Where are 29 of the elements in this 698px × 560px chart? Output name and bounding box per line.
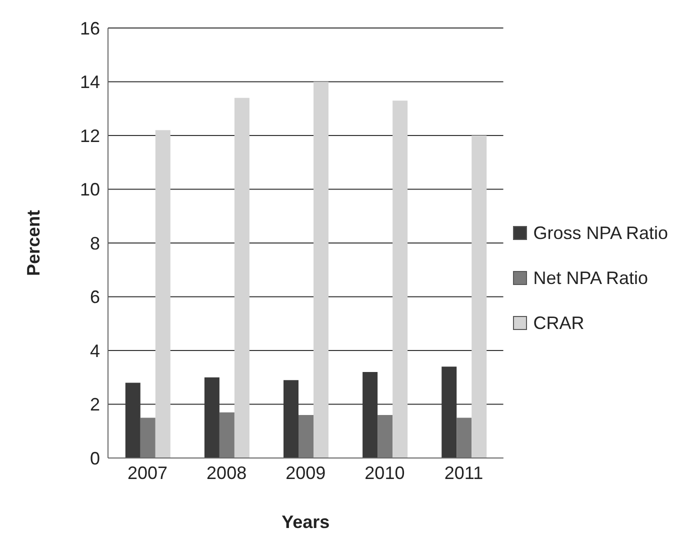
y-tick-label: 2 [90, 394, 100, 415]
bar [234, 98, 250, 458]
bar [472, 136, 487, 458]
y-tick-label: 8 [90, 233, 100, 254]
x-tick-label: 2011 [444, 462, 484, 483]
y-tick-label: 14 [80, 72, 100, 92]
bar [456, 418, 472, 458]
y-tick-label: 6 [90, 287, 100, 308]
x-axis-title: Years [282, 512, 330, 532]
y-tick-label: 10 [80, 180, 100, 200]
x-tick-label: 2009 [286, 462, 326, 483]
bar [378, 415, 393, 458]
x-tick-label: 2007 [128, 462, 168, 483]
bar [392, 100, 408, 458]
bar [298, 415, 314, 458]
bar [314, 82, 329, 458]
legend-label: CRAR [533, 312, 584, 334]
y-tick-label: 16 [80, 18, 100, 38]
bar [155, 130, 170, 458]
y-tick-label: 12 [80, 126, 100, 146]
x-tick-label: 2008 [206, 462, 247, 483]
x-tick-label: 2010 [364, 462, 405, 483]
bar [219, 412, 234, 458]
y-axis-title: Percent [23, 210, 44, 276]
y-tick-label: 4 [90, 340, 100, 361]
y-tick-label: 0 [90, 448, 100, 468]
legend-label: Net NPA Ratio [533, 268, 648, 288]
bar [140, 418, 156, 458]
legend-label: Gross NPA Ratio [533, 222, 668, 244]
